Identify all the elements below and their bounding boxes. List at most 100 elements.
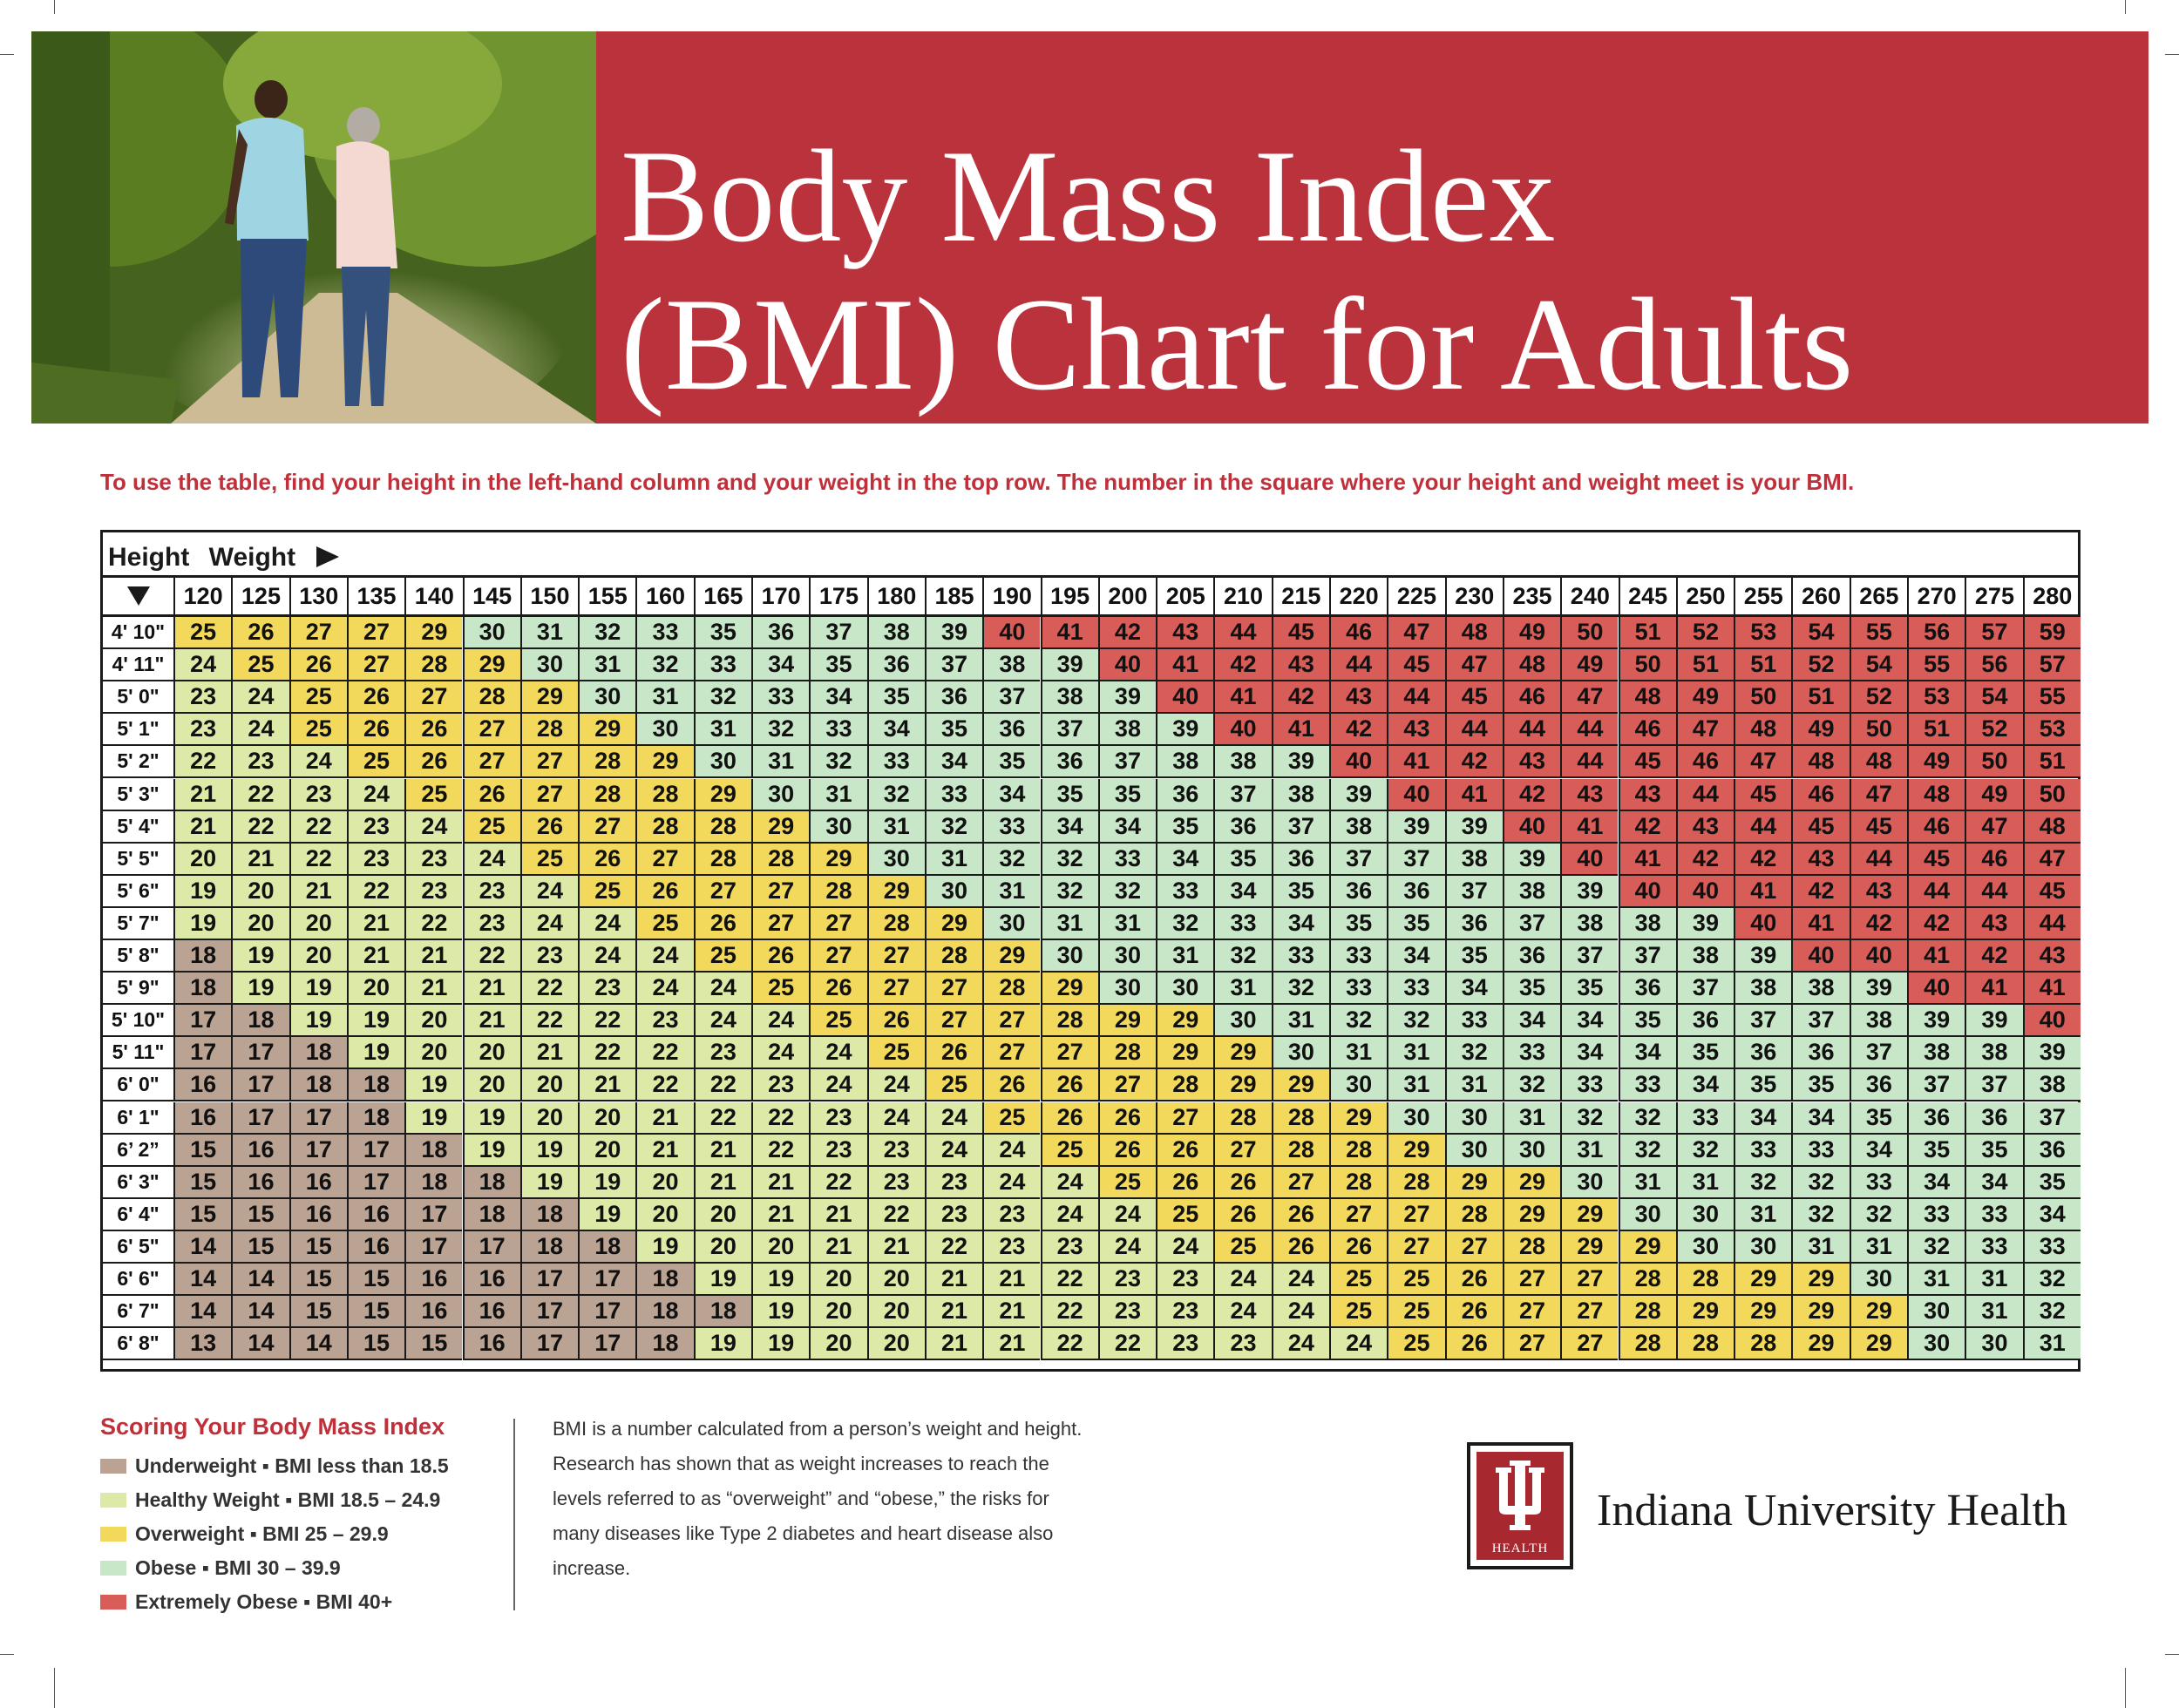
bmi-cell: 41 [1734,875,1792,908]
bmi-cell: 23 [173,681,232,715]
bmi-cell: 24 [809,1037,867,1070]
bmi-cell: 25 [1040,1134,1098,1167]
legend-title: Scoring Your Body Mass Index [100,1413,445,1440]
bmi-cell: 25 [346,746,405,779]
bmi-cell: 37 [1618,940,1676,973]
bmi-cell: 23 [1213,1328,1272,1361]
bmi-cell: 34 [751,649,810,682]
bmi-cell: 22 [809,1166,867,1199]
weight-header-cell: 145 [462,578,520,614]
bmi-cell: 26 [346,681,405,715]
bmi-cell: 36 [1675,1005,1734,1038]
bmi-cell: 50 [1965,746,2023,779]
bmi-cell: 39 [1156,714,1214,747]
bmi-cell: 48 [1734,714,1792,747]
bmi-cell: 46 [1618,714,1676,747]
bmi-cell: 29 [1213,1069,1272,1102]
bmi-cell: 29 [1675,1296,1734,1329]
bmi-cell: 53 [2022,714,2081,747]
weight-header-cell: 200 [1097,578,1156,614]
bmi-cell: 38 [1618,907,1676,940]
bmi-cell: 29 [1502,1198,1561,1231]
bmi-cell: 29 [1444,1166,1503,1199]
bmi-cell: 15 [288,1296,347,1329]
instructions-text: To use the table, find your height in th… [100,469,1855,495]
height-cell: 6' 7" [103,1296,173,1329]
bmi-cell: 32 [1791,1166,1850,1199]
bmi-cell: 29 [1097,1005,1157,1038]
bmi-cell: 23 [288,778,347,811]
bmi-cell: 51 [1907,714,1965,747]
bmi-cell: 25 [1387,1264,1445,1296]
bmi-cell: 19 [173,907,232,940]
bmi-cell: 25 [1329,1264,1388,1296]
bmi-cell: 21 [924,1264,983,1296]
bmi-cell: 38 [1907,1037,1965,1070]
bmi-cell: 32 [1271,973,1329,1006]
bmi-cell: 38 [1213,746,1272,779]
bmi-cell: 24 [231,681,289,715]
bmi-cell: 23 [1097,1296,1157,1329]
bmi-cell: 26 [1213,1198,1272,1231]
weight-header-cell: 230 [1444,578,1503,614]
bmi-cell: 26 [1156,1166,1214,1199]
bmi-cell: 30 [1502,1134,1561,1167]
weight-header-cell: 130 [288,578,347,614]
bmi-cell: 35 [1560,973,1619,1006]
bmi-cell: 19 [693,1264,751,1296]
bmi-cell: 20 [693,1230,751,1264]
bmi-cell: 26 [462,778,520,811]
bmi-cell: 34 [866,714,925,747]
bmi-cell: 39 [1907,1005,1965,1038]
legend-item-extremely-obese: Extremely Obese ▪ BMI 40+ [100,1585,449,1619]
bmi-cell: 36 [1387,875,1445,908]
bmi-cell: 35 [1444,940,1503,973]
bmi-cell: 45 [1618,746,1676,779]
weight-header-cell: 225 [1387,578,1444,614]
page-title: Body Mass Index (BMI) Chart for Adults [621,122,1853,418]
bmi-cell: 15 [346,1264,405,1296]
bmi-cell: 30 [1444,1134,1503,1167]
bmi-cell: 29 [404,617,463,649]
bmi-cell: 17 [346,1166,405,1199]
bmi-cell: 50 [2022,778,2081,811]
bmi-cell: 21 [924,1296,983,1329]
bmi-cell: 21 [693,1166,751,1199]
bmi-cell: 21 [982,1296,1041,1329]
bmi-cell: 17 [578,1264,636,1296]
bmi-cell: 36 [751,617,810,649]
bmi-cell: 28 [404,649,463,682]
bmi-cell: 30 [519,649,579,682]
bmi-cell: 30 [578,681,636,715]
bmi-cell: 28 [866,907,925,940]
bmi-cell: 55 [1907,649,1965,682]
bmi-cell: 47 [1560,681,1619,715]
legend-label: Overweight ▪ BMI 25 – 29.9 [135,1522,389,1545]
bmi-cell: 50 [1618,649,1676,682]
bmi-cell: 19 [462,1101,520,1135]
bmi-cell: 24 [924,1134,983,1167]
bmi-cell: 15 [404,1328,463,1361]
height-cell: 5' 0" [103,681,173,715]
bmi-cell: 18 [404,1166,463,1199]
bmi-cell: 46 [1329,617,1388,649]
bmi-cell: 17 [578,1296,636,1329]
weight-header-cell: 270 [1907,578,1965,614]
weight-header-cell: 195 [1040,578,1098,614]
bmi-cell: 30 [1213,1005,1272,1038]
bmi-cell: 27 [751,907,810,940]
bmi-cell: 14 [231,1328,289,1361]
bmi-cell: 22 [693,1069,751,1102]
bmi-cell: 39 [1849,973,1907,1006]
weight-header-cell: 255 [1734,578,1791,614]
bmi-cell: 36 [1618,973,1676,1006]
bmi-cell: 27 [346,617,405,649]
bmi-cell: 36 [1040,746,1098,779]
bmi-cell: 22 [866,1198,925,1231]
bmi-cell: 34 [924,746,983,779]
bmi-cell: 42 [1849,907,1907,940]
bmi-cell: 25 [288,681,347,715]
bmi-cell: 25 [866,1037,925,1070]
bmi-cell: 46 [1965,843,2023,876]
bmi-cell: 28 [751,843,810,876]
